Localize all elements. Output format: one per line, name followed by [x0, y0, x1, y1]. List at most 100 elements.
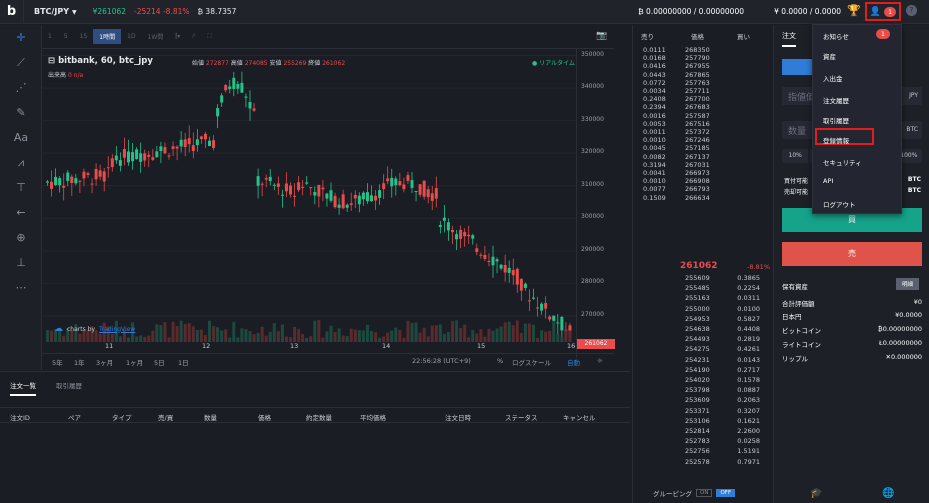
pct-100[interactable]: 100% — [895, 149, 923, 163]
bid-price[interactable]: 254638 — [685, 325, 710, 333]
tradingview-credit[interactable]: ☁ charts by TradingView — [54, 324, 136, 334]
ask-qty[interactable]: 0.0111 — [643, 46, 666, 54]
tab-order[interactable]: 注文 — [782, 31, 796, 47]
ask-qty[interactable]: 0.0077 — [643, 185, 666, 194]
bid-price[interactable]: 255609 — [685, 274, 710, 282]
bid-price[interactable]: 253106 — [685, 416, 710, 425]
range-5y[interactable]: 5年 — [52, 359, 63, 367]
menu-registration-info[interactable]: 登録情報 — [823, 137, 849, 145]
bitbank-logo-icon[interactable]: b — [0, 0, 24, 24]
range-5d[interactable]: 5日 — [154, 359, 165, 367]
menu-assets[interactable]: 資産 — [823, 53, 836, 61]
ask-price[interactable]: 267865 — [685, 70, 710, 79]
pair-selector[interactable]: BTC/JPY ▼ — [34, 7, 77, 16]
tab-open-orders[interactable]: 注文一覧 — [10, 380, 36, 396]
range-3m[interactable]: 3ヶ月 — [96, 359, 114, 367]
pct-10[interactable]: 10% — [782, 149, 809, 163]
tf-1[interactable]: 1 — [48, 33, 52, 40]
ask-price[interactable]: 267700 — [685, 95, 710, 104]
ask-qty[interactable]: 0.0010 — [643, 177, 666, 186]
bid-price[interactable]: 252756 — [685, 447, 710, 456]
bid-price[interactable]: 254275 — [685, 345, 710, 354]
help-icon[interactable]: ? — [906, 5, 917, 16]
measure-icon[interactable]: ⊥ — [16, 256, 26, 269]
menu-deposit-withdraw[interactable]: 入出金 — [823, 75, 843, 83]
camera-icon[interactable]: 📷 — [596, 31, 608, 41]
ask-price[interactable]: 257372 — [685, 128, 710, 136]
bid-qty[interactable]: 0.4261 — [737, 345, 760, 354]
range-1d[interactable]: 1日 — [178, 359, 189, 367]
range-auto[interactable]: 自動 — [567, 359, 580, 367]
fullscreen-icon[interactable]: ⛶ — [207, 32, 212, 40]
candle-type-icon[interactable]: ⫿▾ — [175, 32, 181, 40]
sell-button[interactable]: 売 — [782, 242, 922, 266]
bid-qty[interactable]: 0.2717 — [737, 365, 760, 374]
menu-security[interactable]: セキュリティ — [823, 159, 862, 167]
ask-qty[interactable]: 0.0416 — [643, 62, 666, 71]
zoom-icon[interactable]: ⊕ — [16, 231, 26, 244]
ask-qty[interactable]: 0.0168 — [643, 54, 666, 63]
ask-qty[interactable]: 0.0082 — [643, 152, 666, 161]
order-type-button[interactable] — [782, 59, 812, 75]
range-percent[interactable]: % — [497, 357, 504, 365]
ask-price[interactable]: 266793 — [685, 185, 710, 194]
ask-price[interactable]: 257587 — [685, 111, 710, 120]
ask-qty[interactable]: 0.0045 — [643, 144, 666, 153]
tf-15[interactable]: 15 — [79, 33, 88, 40]
grouping-on[interactable]: ON — [696, 489, 713, 497]
bid-qty[interactable]: 0.0143 — [737, 355, 760, 364]
bid-qty[interactable]: 1.5191 — [737, 447, 760, 456]
ask-price[interactable]: 267031 — [685, 160, 710, 169]
bid-price[interactable]: 254231 — [685, 355, 710, 364]
range-1m[interactable]: 1ヶ月 — [126, 359, 144, 367]
brush-icon[interactable]: ✎ — [16, 106, 26, 119]
bid-price[interactable]: 254020 — [685, 376, 710, 384]
tf-1h[interactable]: 1時間 — [93, 29, 122, 44]
time-axis[interactable]: 11 12 13 14 15 16 — [42, 341, 614, 353]
ask-qty[interactable]: 0.3194 — [643, 160, 666, 169]
menu-order-history[interactable]: 注文履歴 — [823, 97, 849, 105]
menu-logout[interactable]: ログアウト — [823, 201, 856, 209]
text-icon[interactable]: Aa — [13, 131, 29, 144]
indicator-icon[interactable]: ᵢⁱˡ — [192, 33, 196, 40]
bid-price[interactable]: 255485 — [685, 284, 710, 293]
bid-price[interactable]: 252783 — [685, 437, 710, 446]
ask-price[interactable]: 257790 — [685, 54, 710, 63]
ask-price[interactable]: 266973 — [685, 169, 710, 177]
globe-icon[interactable]: 🌐 — [882, 488, 895, 499]
bid-price[interactable]: 255163 — [685, 294, 710, 303]
ask-price[interactable]: 266634 — [685, 193, 710, 202]
trophy-icon[interactable]: 🏆 — [847, 4, 861, 17]
ask-price[interactable]: 267516 — [685, 119, 710, 128]
crosshair-icon[interactable]: ✛ — [16, 31, 26, 44]
ask-price[interactable]: 257711 — [685, 87, 710, 95]
ask-qty[interactable]: 0.0772 — [643, 78, 666, 87]
user-menu-button[interactable]: 👤 1 — [865, 2, 901, 21]
bid-qty[interactable]: 0.2063 — [737, 396, 760, 405]
ask-price[interactable]: 267955 — [685, 62, 710, 71]
bid-price[interactable]: 254953 — [685, 314, 710, 323]
bid-qty[interactable]: 0.0887 — [737, 386, 760, 395]
bid-qty[interactable]: 0.1621 — [737, 416, 760, 425]
pattern-icon[interactable]: ⩘ — [17, 155, 25, 169]
ask-price[interactable]: 266908 — [685, 177, 710, 186]
trendline-icon[interactable]: ⟋ — [17, 55, 25, 69]
bid-price[interactable]: 252814 — [685, 427, 710, 435]
bid-price[interactable]: 253798 — [685, 386, 710, 395]
fib-icon[interactable]: ⊤ — [16, 181, 26, 194]
arrow-left-icon[interactable]: ← — [16, 206, 26, 219]
ask-qty[interactable]: 0.0034 — [643, 87, 666, 95]
bid-price[interactable]: 254493 — [685, 335, 710, 344]
ask-qty[interactable]: 0.2394 — [643, 103, 666, 112]
bid-price[interactable]: 254190 — [685, 365, 710, 374]
ask-qty[interactable]: 0.2408 — [643, 95, 666, 104]
holdings-detail-button[interactable]: 明細 — [895, 278, 919, 290]
price-axis[interactable]: 261062 350000 340000 330000 320000 310000 300… — [576, 48, 615, 358]
ask-qty[interactable]: 0.0443 — [643, 70, 666, 79]
tab-trade-history[interactable]: 取引履歴 — [56, 382, 82, 390]
bid-price[interactable]: 255000 — [685, 304, 710, 313]
bid-price[interactable]: 252578 — [685, 457, 710, 466]
bid-qty[interactable]: 0.1578 — [737, 376, 760, 384]
bid-qty[interactable]: 0.2254 — [737, 284, 760, 293]
grouping-off[interactable]: OFF — [716, 489, 736, 497]
